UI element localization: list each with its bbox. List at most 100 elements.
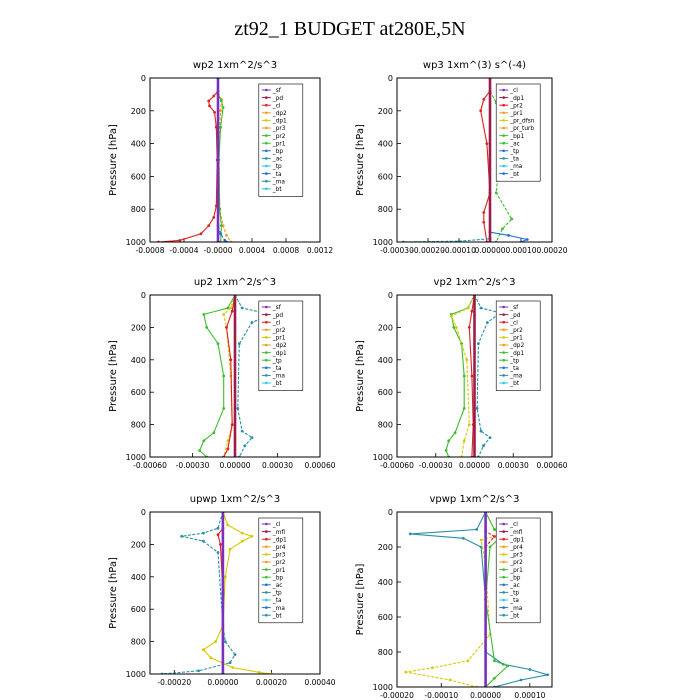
- legend-marker: [265, 96, 268, 99]
- legend-entry: _ta: [272, 172, 282, 178]
- legend-marker: [265, 613, 268, 617]
- legend-entry: _sf: [272, 88, 282, 94]
- plot-frame: [396, 294, 553, 458]
- y-axis-label: Pressure [hPa]: [355, 124, 366, 196]
- legend-marker: [265, 583, 268, 587]
- data-point: [482, 444, 485, 448]
- data-point: [479, 306, 483, 310]
- legend-marker: [265, 320, 268, 324]
- legend-marker: [502, 583, 506, 587]
- legend-entry: _dp1: [272, 351, 287, 357]
- data-point: [475, 407, 479, 410]
- panel-4: vp2 1xm^2/s^3 Pressure [hPa] 0 200 400 600 800…: [355, 277, 568, 470]
- legend-marker: [502, 305, 506, 309]
- x-tick-label: 0.00020: [536, 246, 567, 255]
- y-tick-label: 0: [388, 291, 393, 300]
- plot-frame: [396, 77, 553, 243]
- legend-entry: _pr1: [509, 336, 523, 342]
- data-point: [493, 676, 496, 680]
- legend-marker: [265, 103, 268, 107]
- data-point: [226, 447, 230, 451]
- legend-entry: _ta: [509, 598, 519, 604]
- legend-marker: [265, 522, 268, 526]
- data-point: [479, 109, 483, 113]
- data-point: [216, 526, 220, 530]
- data-point: [231, 666, 235, 669]
- data-point: [470, 374, 474, 378]
- data-point: [465, 358, 469, 362]
- legend-entry: _bt: [272, 613, 283, 619]
- data-point: [207, 99, 211, 103]
- y-tick-label: 400: [378, 578, 393, 587]
- legend-marker: [265, 305, 268, 309]
- legend-entry: _dp2: [272, 111, 287, 117]
- data-point: [470, 309, 474, 313]
- x-tick-label: 0.00020: [256, 678, 287, 687]
- data-point: [488, 436, 492, 439]
- data-point: [477, 342, 480, 345]
- y-tick-label: 1000: [373, 453, 393, 462]
- page-title: zt92_1 BUDGET at280E,5N: [234, 18, 466, 40]
- data-point: [202, 531, 205, 535]
- legend-marker: [502, 119, 506, 122]
- y-axis-label: Pressure [hPa]: [108, 557, 119, 629]
- series-line: [223, 295, 236, 457]
- x-tick-label: 0.00000: [459, 461, 490, 470]
- x-tick-label: 0.00030: [262, 461, 293, 470]
- data-point: [216, 551, 220, 554]
- x-tick-label: -0.00020: [157, 678, 191, 687]
- legend-entry: _pr3: [509, 553, 523, 559]
- legend-marker: [502, 530, 506, 533]
- x-tick-label: 0.00000: [474, 246, 505, 255]
- data-point: [257, 671, 261, 674]
- data-point: [448, 678, 452, 682]
- series-line: [450, 295, 475, 457]
- legend-entry: _ta: [272, 366, 282, 372]
- legend-marker: [502, 328, 506, 332]
- legend-marker: [502, 126, 506, 130]
- x-tick-label: 0.00000: [470, 691, 501, 700]
- panel-title: wp2 1xm^2/s^3: [193, 60, 277, 71]
- data-point: [519, 678, 523, 682]
- legend-entry: _ma: [272, 374, 286, 380]
- data-point: [462, 374, 466, 378]
- legend-entry: _dp2: [509, 343, 524, 349]
- data-point: [444, 449, 448, 452]
- y-tick-label: 800: [378, 421, 393, 430]
- data-point: [457, 239, 461, 242]
- data-point: [452, 326, 456, 329]
- data-point: [222, 374, 226, 378]
- x-tick-label: -0.0000: [204, 246, 233, 255]
- data-point: [240, 429, 244, 433]
- legend-entry: _sf: [272, 305, 282, 311]
- y-tick-label: 600: [131, 172, 146, 181]
- data-point: [462, 439, 466, 443]
- legend-marker: [502, 374, 506, 377]
- legend-entry: _pr1: [272, 568, 286, 574]
- y-axis-label: Pressure [hPa]: [108, 340, 119, 412]
- legend-entry: _dp1: [509, 96, 524, 102]
- legend-marker: [265, 598, 268, 602]
- y-tick-label: 0: [141, 291, 146, 300]
- x-tick-label: 0.0004: [239, 246, 265, 255]
- data-point: [222, 313, 226, 316]
- legend-marker: [502, 381, 506, 385]
- legend-marker: [502, 103, 506, 107]
- legend-marker: [265, 119, 268, 122]
- legend-entry: _cl: [272, 103, 281, 109]
- data-point: [229, 358, 233, 362]
- legend-entry: _pr2: [509, 328, 523, 334]
- legend-marker: [502, 134, 506, 137]
- data-point: [214, 640, 218, 643]
- legend-marker: [502, 172, 506, 175]
- legend-entry: _bp: [272, 149, 284, 155]
- legend-entry: _pr2: [509, 103, 523, 109]
- y-tick-label: 800: [131, 421, 146, 430]
- legend-entry: _ac: [272, 583, 283, 589]
- x-tick-label: -0.00010: [442, 246, 476, 255]
- data-point: [237, 342, 241, 345]
- legend-marker: [265, 141, 268, 145]
- panel-5: upwp 1xm^2/s^3 Pressure [hPa] 0 200 400 600 80…: [108, 494, 336, 687]
- y-tick-label: 800: [131, 638, 146, 647]
- legend-entry: _pr1: [509, 568, 523, 574]
